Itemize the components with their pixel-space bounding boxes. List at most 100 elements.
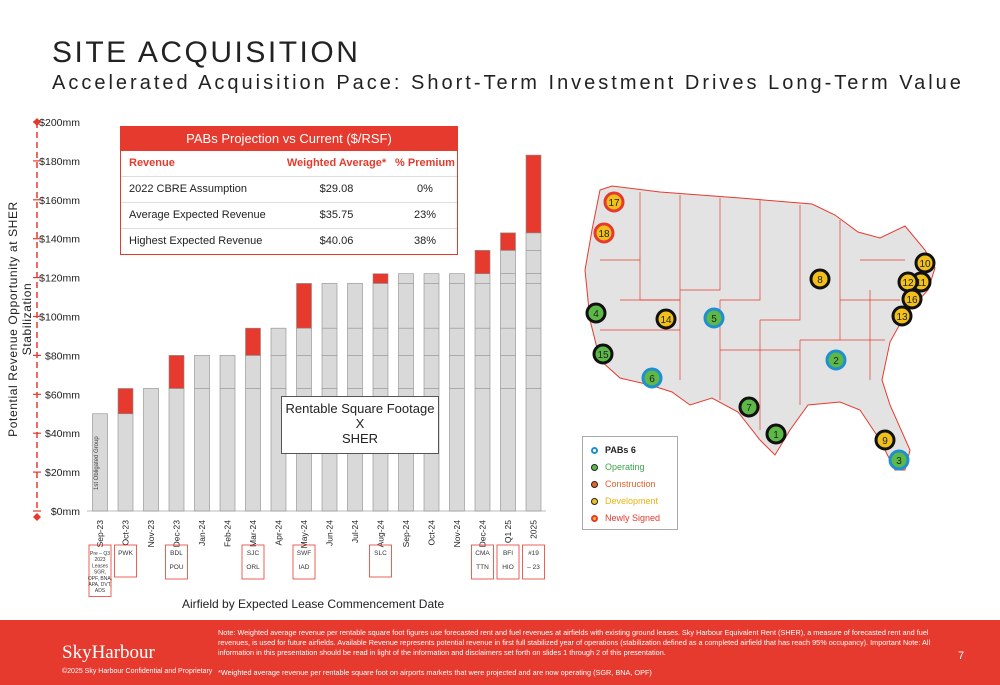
airfield-label: #19 (528, 550, 539, 557)
x-tick-label: Oct-24 (427, 520, 437, 546)
airfield-label: BDL (170, 550, 183, 557)
map-marker-9 (874, 429, 896, 451)
airfield-label: ADS (95, 588, 106, 594)
table-cell: Average Expected Revenue (129, 209, 266, 221)
bar-increment (117, 388, 134, 415)
revenue-bar-chart: $0mm $20mm $40mm $60mm $80mm $100mm $120mm $140… (33, 117, 936, 597)
airfield-label: SJC (247, 550, 260, 557)
table-cell: $35.75 (319, 209, 354, 221)
map-marker-label: 17 (608, 198, 620, 209)
table-row: Highest Expected Revenue $40.06 38% (121, 229, 457, 254)
x-tick-label: Nov-24 (452, 520, 462, 548)
airfield-label: SGR, (94, 570, 106, 576)
legend-label: Newly Signed (605, 513, 661, 523)
axis-diamond-marker (33, 513, 41, 521)
airfield-label-box (496, 544, 520, 580)
legend-item-construction: Construction (591, 479, 656, 489)
bar-base (245, 355, 261, 512)
x-tick-label: May-24 (299, 520, 309, 549)
pabs-projection-table: PABs Projection vs Current ($/RSF) Reven… (120, 126, 458, 255)
bar-increment (500, 232, 516, 251)
bar-base (92, 413, 108, 512)
y-tick-label: $80mm (45, 350, 80, 362)
airfield-label: ORL (246, 564, 260, 571)
x-axis-title: Airfield by Expected Lease Commencement … (182, 597, 445, 611)
airfield-label: – 23 (527, 564, 540, 571)
legend-swatch (591, 480, 598, 488)
table-cell: 38% (413, 235, 437, 247)
map-marker-label: 1 (773, 430, 779, 441)
bar-increment (372, 273, 389, 284)
map-marker-label: 11 (916, 278, 927, 289)
airfield-label: IAD (299, 564, 310, 571)
x-tick-label: Jun-24 (325, 520, 335, 546)
legend-label: Development (605, 496, 659, 506)
map-marker-1 (765, 423, 787, 445)
bar-increment (245, 327, 261, 356)
legend-swatch (591, 463, 598, 471)
airfield-label-box (522, 544, 545, 580)
x-tick-label: 2025 (529, 520, 539, 539)
airfield-label: CMA (475, 550, 490, 557)
map-marker-13 (891, 305, 913, 327)
x-tick-label: Jan-24 (197, 520, 207, 546)
legend-item-operating: Operating (591, 462, 645, 472)
map-legend: PABs 6 Operating Construction Developmen… (582, 436, 678, 530)
map-marker-label: 5 (711, 314, 717, 325)
table-row: 2022 CBRE Assumption $29.08 0% (121, 177, 457, 203)
map-marker-label: 4 (593, 309, 599, 320)
page-title: SITE ACQUISITION (52, 36, 361, 69)
x-tick-label: Q1 25 (503, 520, 513, 543)
map-marker-10 (914, 252, 936, 274)
bar-base (423, 273, 440, 512)
map-marker-label: 18 (598, 229, 610, 240)
table-cell: 2022 CBRE Assumption (129, 183, 248, 195)
map-marker-5 (703, 307, 725, 329)
bar-base (500, 250, 516, 512)
map-marker-label: 12 (902, 278, 914, 289)
bar-base (474, 273, 491, 512)
y-tick-label: $200mm (39, 117, 80, 129)
x-tick-label: Sep-24 (401, 520, 411, 548)
map-marker-label: 10 (919, 259, 931, 270)
map-marker-2 (825, 349, 847, 371)
x-tick-label: Feb-24 (223, 520, 233, 547)
page-subtitle: Accelerated Acquisition Pace: Short-Term… (52, 72, 964, 94)
x-tick-label: Oct-23 (121, 520, 131, 546)
bar-base (194, 355, 210, 512)
legend-swatch (591, 514, 598, 522)
map-marker-label: 9 (882, 436, 888, 447)
state-border (720, 200, 761, 301)
table-cell: $29.08 (319, 183, 354, 195)
map-marker-18 (593, 222, 615, 244)
map-marker-15 (592, 343, 614, 365)
skyharbour-logo: SkyHarbour (62, 642, 155, 663)
x-tick-label: Dec-24 (478, 520, 488, 548)
map-marker-label: 7 (746, 403, 752, 414)
rentable-box-line: SHER (341, 431, 379, 446)
rentable-box-line: Rentable Square Footage (285, 401, 435, 416)
y-tick-label: $20mm (45, 467, 80, 479)
column-header-revenue: Revenue (129, 157, 175, 169)
map-marker-7 (738, 396, 760, 418)
map-marker-label: 14 (660, 315, 672, 326)
legend-swatch (591, 446, 598, 454)
map-marker-label: 13 (896, 312, 908, 323)
bar-base (525, 232, 542, 512)
map-marker-label: 3 (896, 456, 902, 467)
disclaimer-note: Note: Weighted average revenue per renta… (218, 628, 931, 657)
bar-base (168, 388, 185, 512)
airfield-label: HIO (502, 564, 514, 571)
table-row: Average Expected Revenue $35.75 23% (121, 203, 457, 229)
map-marker-17 (603, 191, 625, 213)
map-marker-label: 8 (817, 275, 823, 286)
airfield-label-box (369, 544, 392, 578)
x-tick-label: Jul-24 (350, 520, 360, 543)
legend-item-newly-signed: Newly Signed (591, 513, 660, 523)
airfield-label: BFI (503, 550, 513, 557)
bar-increment (168, 355, 185, 389)
legend-item-pabs: PABs 6 (591, 445, 636, 455)
table-cell: Highest Expected Revenue (129, 235, 263, 247)
y-tick-label: $0mm (51, 506, 80, 518)
map-marker-label: 2 (833, 356, 839, 367)
